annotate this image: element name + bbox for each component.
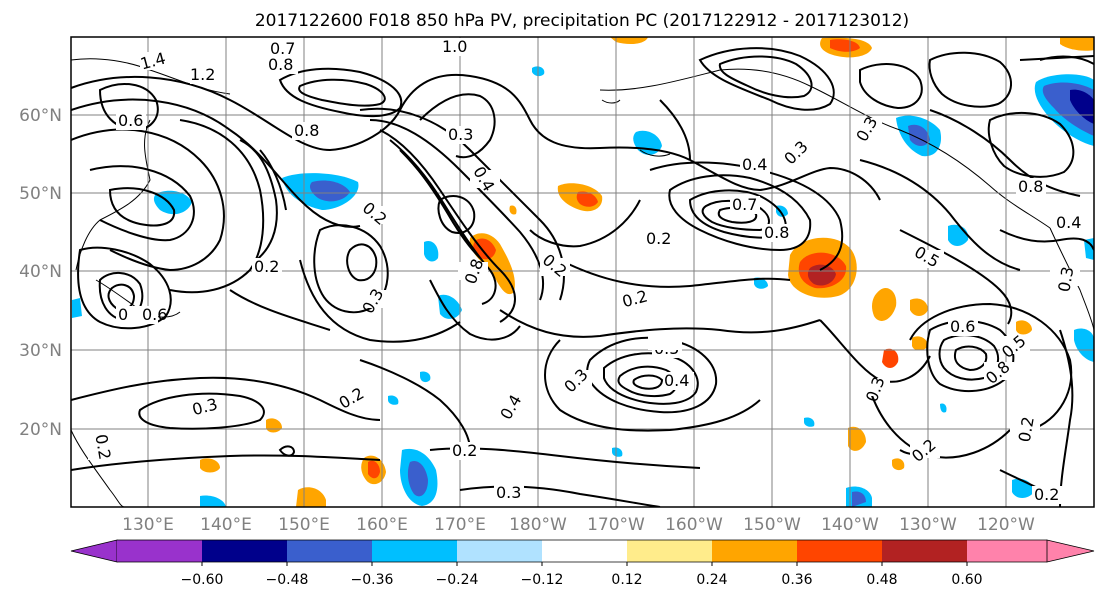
colorbar-swatch	[117, 540, 202, 562]
contour-label: 0.6	[142, 305, 167, 324]
map-frame	[70, 36, 1095, 508]
contour-labels: 0.7 1.0 0.8 1.4 1.2 0.6 0.8 0.3 0.4 0.2 …	[88, 37, 1084, 504]
contour-label: 0.2	[254, 257, 279, 276]
colorbar-tick-label: 0.48	[866, 572, 897, 588]
colorbar-swatch	[967, 540, 1047, 562]
contour-label: 0.3	[496, 483, 521, 502]
colorbar-swatch	[287, 540, 372, 562]
colorbar-swatch	[457, 540, 542, 562]
lon-label-170w: 170°W	[587, 515, 645, 535]
contour-label: 0.6	[118, 111, 143, 130]
colorbar: −0.60 −0.48 −0.36 −0.24 −0.12 0.12 0.24 …	[70, 539, 1095, 588]
lon-label-140e: 140°E	[200, 515, 252, 535]
contour-label: 0.2	[452, 441, 477, 460]
contour-label: 0.7	[270, 39, 295, 58]
map-title: 2017122600 F018 850 hPa PV, precipitatio…	[255, 11, 909, 31]
colorbar-swatch	[542, 540, 627, 562]
colorbar-tick-label: 0.60	[951, 572, 982, 588]
contour-label: 0.2	[1015, 415, 1038, 443]
contour-label: 0.3	[448, 125, 473, 144]
lon-label-120w: 120°W	[977, 515, 1035, 535]
contour-label: 0.8	[294, 121, 319, 140]
contour-label: 0.6	[950, 317, 975, 336]
contour-label: 0.4	[1056, 213, 1081, 232]
contour-label: 0.3	[1054, 265, 1077, 293]
contour-label: 0.4	[742, 155, 767, 174]
latitude-labels: 60°N 50°N 40°N 30°N 20°N	[19, 106, 62, 440]
precipitation-shading	[72, 37, 1094, 507]
colorbar-tick-label: −0.36	[351, 572, 394, 588]
contour-label: 1.0	[442, 37, 467, 56]
contour-label: 0.8	[268, 55, 293, 74]
lon-label-130w: 130°W	[899, 515, 957, 535]
colorbar-tick-label: −0.12	[521, 572, 564, 588]
contour-label: 0.2	[1034, 485, 1059, 504]
colorbar-swatch	[372, 540, 457, 562]
lon-label-130e: 130°E	[122, 515, 174, 535]
lon-label-170e: 170°E	[434, 515, 486, 535]
contour-label: 0.7	[732, 195, 757, 214]
lat-label-30n: 30°N	[19, 341, 62, 361]
colorbar-tick-label: −0.60	[181, 572, 224, 588]
lat-label-60n: 60°N	[19, 106, 62, 126]
colorbar-swatch	[882, 540, 967, 562]
lat-label-40n: 40°N	[19, 262, 62, 282]
colorbar-extend-low	[70, 539, 118, 563]
lon-label-150w: 150°W	[743, 515, 801, 535]
lat-label-20n: 20°N	[19, 420, 62, 440]
colorbar-swatch	[797, 540, 882, 562]
lon-label-150e: 150°E	[278, 515, 330, 535]
lon-label-180w: 180°W	[509, 515, 567, 535]
colorbar-tick-label: −0.24	[436, 572, 479, 588]
contour-label: 0.4	[664, 371, 689, 390]
map-area: 0.7 1.0 0.8 1.4 1.2 0.6 0.8 0.3 0.4 0.2 …	[71, 37, 1094, 507]
contour-label: 0.8	[1018, 177, 1043, 196]
longitude-labels: 130°E 140°E 150°E 160°E 170°E 180°W 170°…	[122, 515, 1035, 535]
contour-label: 0.8	[764, 223, 789, 242]
contour-label: 0.2	[646, 229, 671, 248]
colorbar-tick-label: 0.24	[696, 572, 727, 588]
colorbar-tick-label: −0.48	[266, 572, 309, 588]
colorbar-swatch	[202, 540, 287, 562]
lon-label-160w: 160°W	[665, 515, 723, 535]
colorbar-tick-label: 0.36	[781, 572, 812, 588]
contour-label: 1.2	[190, 65, 215, 84]
lat-label-50n: 50°N	[19, 184, 62, 204]
colorbar-extend-high	[1046, 539, 1095, 563]
contour-label: 0.2	[91, 433, 114, 461]
lon-label-160e: 160°E	[356, 515, 408, 535]
colorbar-swatch	[627, 540, 712, 562]
lon-label-140w: 140°W	[821, 515, 879, 535]
pv-contours	[71, 47, 1094, 507]
colorbar-tick-label: 0.12	[611, 572, 642, 588]
colorbar-swatch	[712, 540, 797, 562]
